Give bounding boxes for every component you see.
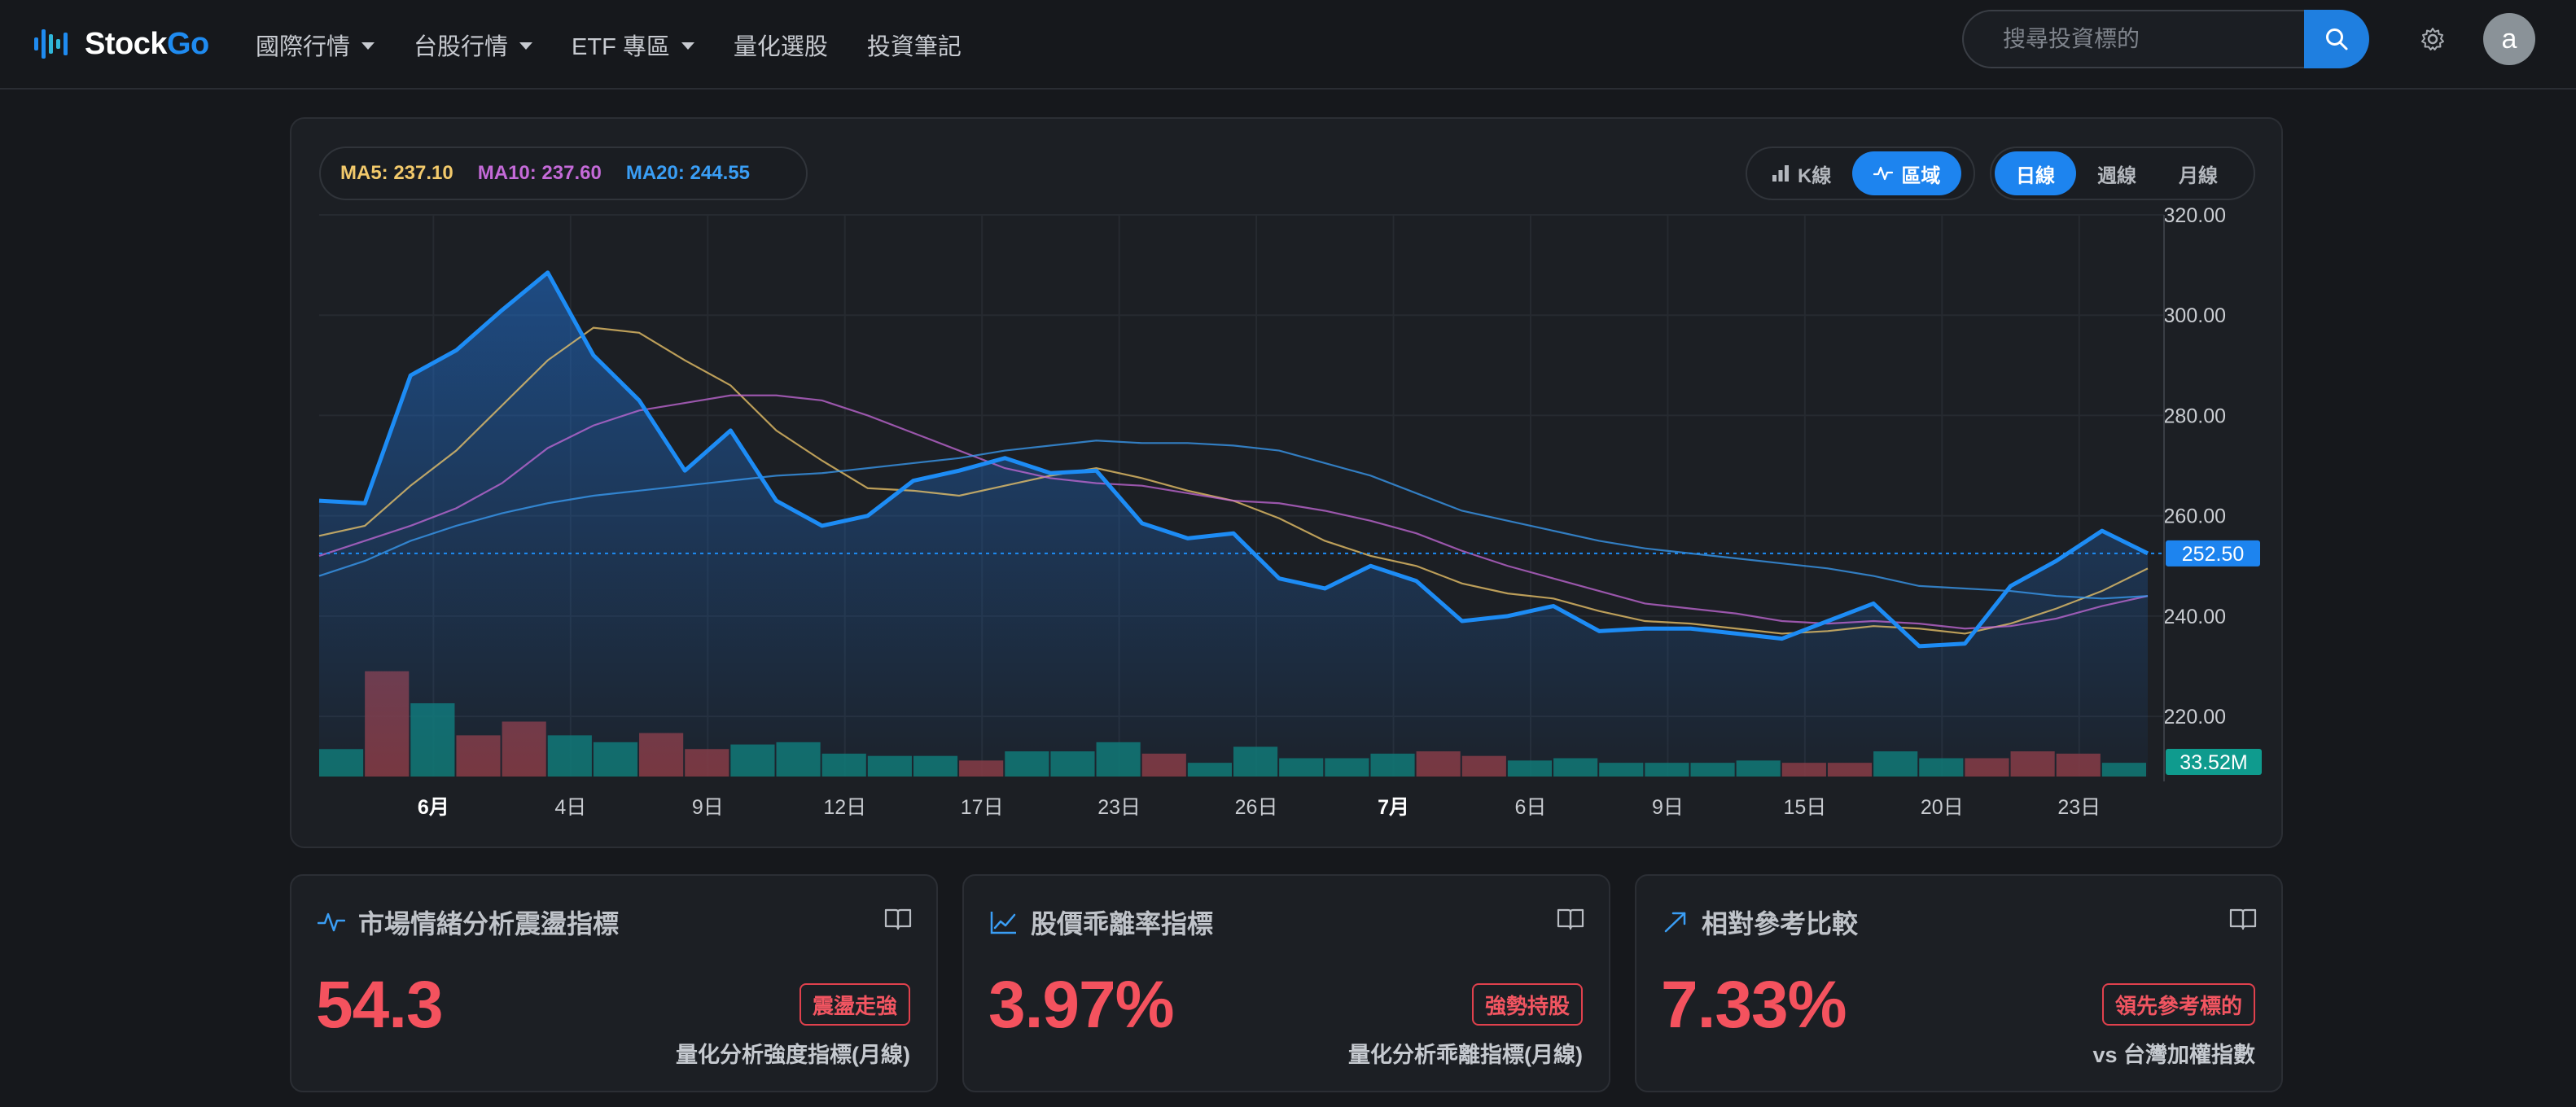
avatar[interactable]: a — [2483, 13, 2535, 65]
ma20-line — [318, 440, 2149, 600]
line-chart-icon — [990, 912, 1016, 934]
x-tick-label: 9日 — [692, 796, 724, 819]
price-area — [319, 272, 2148, 777]
x-tick-label: 7月 — [1378, 796, 1409, 819]
settings-button[interactable] — [2416, 23, 2449, 55]
card-value: 7.33% — [1661, 968, 1847, 1042]
brand-name: StockGo — [85, 26, 209, 61]
nav-international[interactable]: 國際行情 — [256, 28, 375, 62]
chevron-down-icon — [519, 42, 533, 50]
x-tick-label: 26日 — [1235, 796, 1278, 819]
x-tick-label: 15日 — [1783, 796, 1826, 819]
card-title: 相對參考比較 — [1702, 909, 1859, 939]
x-tick-label: 23日 — [2057, 796, 2101, 819]
y-tick-label: 280.00 — [2164, 405, 2226, 427]
bar-chart-icon — [1772, 165, 1789, 182]
current-price-label: 252.50 — [2182, 543, 2244, 566]
x-tick-label: 20日 — [1921, 796, 1964, 819]
nav-etf[interactable]: ETF 專區 — [572, 28, 694, 62]
x-tick-label: 12日 — [823, 796, 866, 819]
price-line — [318, 270, 2149, 649]
search-button[interactable] — [2304, 10, 2369, 68]
card-relative-comparison: 相對參考比較 7.33% 領先參考標的 vs 台灣加權指數 — [1635, 874, 2283, 1092]
main-nav: 國際行情 台股行情 ETF 專區 量化選股 投資筆記 — [256, 23, 962, 67]
current-price-badge — [2166, 540, 2260, 567]
ma20-legend: MA20: 244.55 — [625, 162, 750, 184]
card-title: 股價乖離率指標 — [1031, 909, 1214, 939]
search-icon — [2326, 28, 2348, 50]
trend-up-icon — [1664, 912, 1686, 933]
y-tick-label: 320.00 — [2164, 204, 2226, 227]
card-subtitle: 量化分析乖離指標(月線) — [1348, 1043, 1583, 1067]
card-value: 3.97% — [988, 968, 1175, 1042]
book-icon[interactable] — [884, 907, 912, 931]
card-title: 市場情緒分析震盪指標 — [358, 909, 620, 939]
card-value: 54.3 — [316, 968, 444, 1042]
card-subtitle: vs 台灣加權指數 — [2092, 1043, 2255, 1067]
ma5-legend: MA5: 237.10 — [340, 162, 453, 184]
pulse-icon — [318, 912, 345, 932]
chart-type-toggle: K線 區域 — [1746, 147, 1975, 200]
period-toggle: 日線 週線 月線 — [1990, 147, 2255, 200]
y-tick-label: 260.00 — [2164, 505, 2226, 528]
ma10-legend: MA10: 237.60 — [477, 162, 602, 184]
card-subtitle: 量化分析強度指標(月線) — [676, 1043, 910, 1067]
x-tick-label: 17日 — [961, 796, 1004, 819]
x-tick-label: 6月 — [418, 796, 449, 819]
status-badge: 領先參考標的 — [2101, 983, 2255, 1026]
x-tick-label: 6日 — [1515, 796, 1547, 819]
period-daily-button[interactable]: 日線 — [1995, 151, 2076, 195]
status-badge: 震盪走強 — [799, 983, 910, 1026]
x-tick-label: 9日 — [1652, 796, 1684, 819]
card-market-sentiment: 市場情緒分析震盪指標 54.3 震盪走強 量化分析強度指標(月線) — [290, 874, 938, 1092]
y-tick-label: 220.00 — [2164, 706, 2226, 729]
kline-button[interactable]: K線 — [1750, 151, 1852, 195]
y-tick-label: 300.00 — [2164, 304, 2226, 327]
y-tick-label: 240.00 — [2164, 606, 2226, 628]
period-weekly-button[interactable]: 週線 — [2097, 164, 2136, 187]
period-monthly-button[interactable]: 月線 — [2179, 164, 2218, 187]
price-chart[interactable]: 320.00 300.00 280.00 260.00 240.00 220.00 6月 4日… — [291, 119, 2285, 850]
gear-icon — [2421, 28, 2444, 50]
nav-investment-notes[interactable]: 投資筆記 — [866, 34, 962, 60]
logo[interactable]: StockGo — [33, 21, 209, 67]
chevron-down-icon — [361, 42, 375, 50]
logo-bars-icon — [34, 29, 68, 59]
status-badge: 強勢持股 — [1471, 983, 1583, 1026]
volume-badge — [2166, 749, 2262, 775]
chevron-down-icon — [681, 42, 694, 50]
volume-label: 33.52M — [2180, 751, 2247, 774]
top-nav: StockGo 國際行情 台股行情 ETF 專區 量化選股 投資筆記 — [0, 0, 2576, 90]
book-icon[interactable] — [1557, 907, 1584, 931]
book-icon[interactable] — [2229, 907, 2257, 931]
ma-legend: MA5: 237.10 MA10: 237.60 MA20: 244.55 — [319, 147, 808, 200]
search-field — [1962, 10, 2304, 68]
search-input[interactable] — [2003, 26, 2280, 52]
x-tick-label: 23日 — [1097, 796, 1141, 819]
pulse-icon — [1873, 166, 1894, 181]
x-tick-label: 4日 — [554, 796, 586, 819]
nav-quant-screener[interactable]: 量化選股 — [733, 34, 828, 60]
ma10-line — [318, 394, 2149, 630]
area-button[interactable]: 區域 — [1852, 151, 1962, 195]
nav-tw-stocks[interactable]: 台股行情 — [414, 28, 533, 62]
card-bias-ratio: 股價乖離率指標 3.97% 強勢持股 量化分析乖離指標(月線) — [962, 874, 1610, 1092]
chart-panel: MA5: 237.10 MA10: 237.60 MA20: 244.55 K線… — [290, 117, 2283, 848]
